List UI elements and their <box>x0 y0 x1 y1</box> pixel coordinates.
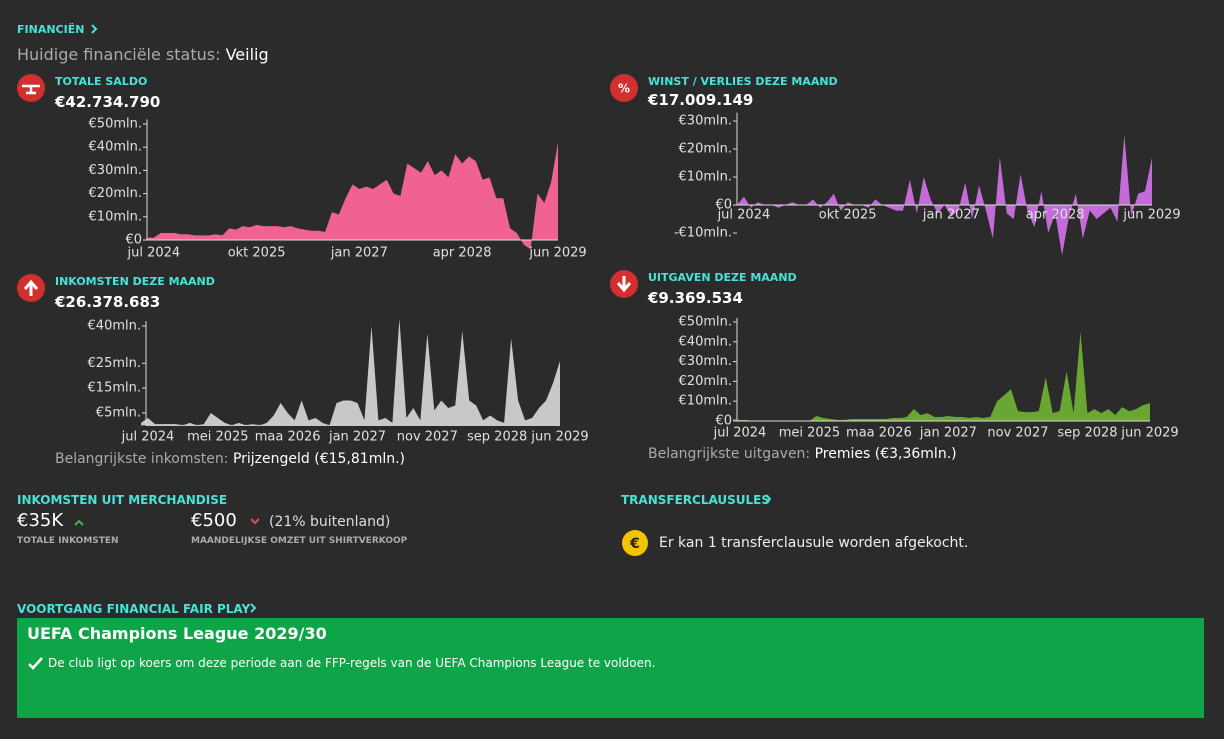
x-tick-label: nov 2027 <box>397 430 458 445</box>
x-tick-label: maa 2026 <box>255 430 321 445</box>
x-tick-label: mei 2025 <box>779 426 841 441</box>
x-tick-label: mei 2025 <box>187 430 249 445</box>
chevron <box>91 24 98 34</box>
x-tick-label: jan 2027 <box>922 208 980 223</box>
chart-label: INKOMSTEN DEZE MAAND <box>55 275 215 288</box>
y-tick-label: €20mln. <box>89 186 142 201</box>
merch-total-label: TOTALE INKOMSTEN <box>17 536 119 546</box>
check-icon <box>28 657 43 670</box>
y-tick-label: €40mln. <box>89 140 142 155</box>
y-tick-label: €5mln. <box>96 405 141 420</box>
status-value: Veilig <box>225 45 269 64</box>
icon <box>17 74 45 102</box>
merch-total: €35K <box>17 510 64 531</box>
area <box>147 142 558 250</box>
area <box>737 135 1152 256</box>
y-tick-label: €0 <box>715 414 732 429</box>
merch-monthly-label: MAANDELIJKSE OMZET UIT SHIRTVERKOOP <box>191 536 408 546</box>
y-tick-label: €40mln. <box>679 334 732 349</box>
footer-value: Prijzengeld (€15,81mln.) <box>232 451 406 467</box>
x-tick-label: jun 2029 <box>1120 426 1178 441</box>
svg-text:€: € <box>629 536 640 552</box>
chart-value: €42.734.790 <box>55 93 161 111</box>
transfer-message: Er kan 1 transferclausule worden afgekoc… <box>659 535 969 551</box>
y-tick-label: €0 <box>715 198 732 213</box>
y-tick-label: €30mln. <box>89 163 142 178</box>
y-tick-label: €10mln. <box>679 170 732 185</box>
x-tick-label: sep 2028 <box>1057 426 1117 441</box>
x-tick-label: jan 2027 <box>328 430 386 445</box>
area <box>141 318 560 426</box>
chart-label: WINST / VERLIES DEZE MAAND <box>648 75 838 88</box>
x-tick-label: jun 2029 <box>530 430 588 445</box>
y-tick-label: €10mln. <box>89 209 142 224</box>
chart-value: €17.009.149 <box>648 91 754 109</box>
ffp-competition: UEFA Champions League 2029/30 <box>27 624 327 643</box>
icon <box>17 274 45 302</box>
x-tick-label: jul 2024 <box>127 246 181 261</box>
chevron <box>765 494 772 504</box>
ffp-message: De club ligt op koers om deze periode aa… <box>48 656 656 670</box>
chevron <box>250 603 257 613</box>
icon: % <box>610 74 638 102</box>
footer: Belangrijkste uitgaven: Premies (€3,36ml… <box>648 446 957 462</box>
footer-label: Belangrijkste inkomsten: <box>55 451 229 467</box>
footer-value: Premies (€3,36mln.) <box>814 446 957 462</box>
x-tick-label: apr 2028 <box>433 246 492 261</box>
area <box>733 331 1150 421</box>
ffp-title[interactable]: VOORTGANG FINANCIAL FAIR PLAY <box>17 602 251 616</box>
x-tick-label: nov 2027 <box>987 426 1048 441</box>
x-tick-label: jun 2029 <box>528 246 586 261</box>
footer: Belangrijkste inkomsten: Prijzengeld (€1… <box>55 451 405 467</box>
y-tick-label: €40mln. <box>88 318 141 333</box>
y-tick-label: -€10mln. <box>674 226 732 241</box>
y-tick-label: €0 <box>125 233 142 248</box>
x-tick-label: sep 2028 <box>467 430 527 445</box>
y-tick-label: €30mln. <box>679 114 732 129</box>
down-arrow <box>250 518 260 525</box>
transfer-title[interactable]: TRANSFERCLAUSULES <box>621 493 771 507</box>
chart-label: UITGAVEN DEZE MAAND <box>648 271 797 284</box>
footer-label: Belangrijkste uitgaven: <box>648 446 811 462</box>
x-tick-label: jul 2024 <box>713 426 767 441</box>
status-label: Huidige financiële status: <box>17 45 221 64</box>
y-tick-label: €10mln. <box>679 394 732 409</box>
y-tick-label: €50mln. <box>89 117 142 132</box>
y-tick-label: €25mln. <box>88 356 141 371</box>
x-tick-label: jul 2024 <box>717 208 771 223</box>
y-tick-label: €15mln. <box>88 381 141 396</box>
x-tick-label: okt 2025 <box>819 208 877 223</box>
merch-note: (21% buitenland) <box>269 514 391 530</box>
merch-title: INKOMSTEN UIT MERCHANDISE <box>17 493 228 507</box>
section-title[interactable]: FINANCIËN <box>17 23 85 36</box>
chart-value: €26.378.683 <box>55 293 161 311</box>
y-tick-label: €50mln. <box>679 314 732 329</box>
svg-text:%: % <box>618 82 630 96</box>
y-tick-label: €30mln. <box>679 354 732 369</box>
chart-label: TOTALE SALDO <box>55 75 148 88</box>
icon <box>610 270 638 298</box>
merch-monthly: €500 <box>191 510 237 531</box>
x-tick-label: apr 2028 <box>1026 208 1085 223</box>
up-arrow <box>74 519 84 526</box>
x-tick-label: maa 2026 <box>846 426 912 441</box>
x-tick-label: okt 2025 <box>228 246 286 261</box>
y-tick-label: €20mln. <box>679 142 732 157</box>
y-tick-label: €20mln. <box>679 374 732 389</box>
icon: € <box>622 530 648 556</box>
x-tick-label: jan 2027 <box>919 426 977 441</box>
x-tick-label: jun 2029 <box>1122 208 1180 223</box>
x-tick-label: jan 2027 <box>330 246 388 261</box>
ffp-box: UEFA Champions League 2029/30 De club li… <box>17 618 1204 718</box>
chart-value: €9.369.534 <box>648 289 743 307</box>
status: Huidige financiële status: Veilig <box>17 45 269 64</box>
x-tick-label: jul 2024 <box>121 430 175 445</box>
